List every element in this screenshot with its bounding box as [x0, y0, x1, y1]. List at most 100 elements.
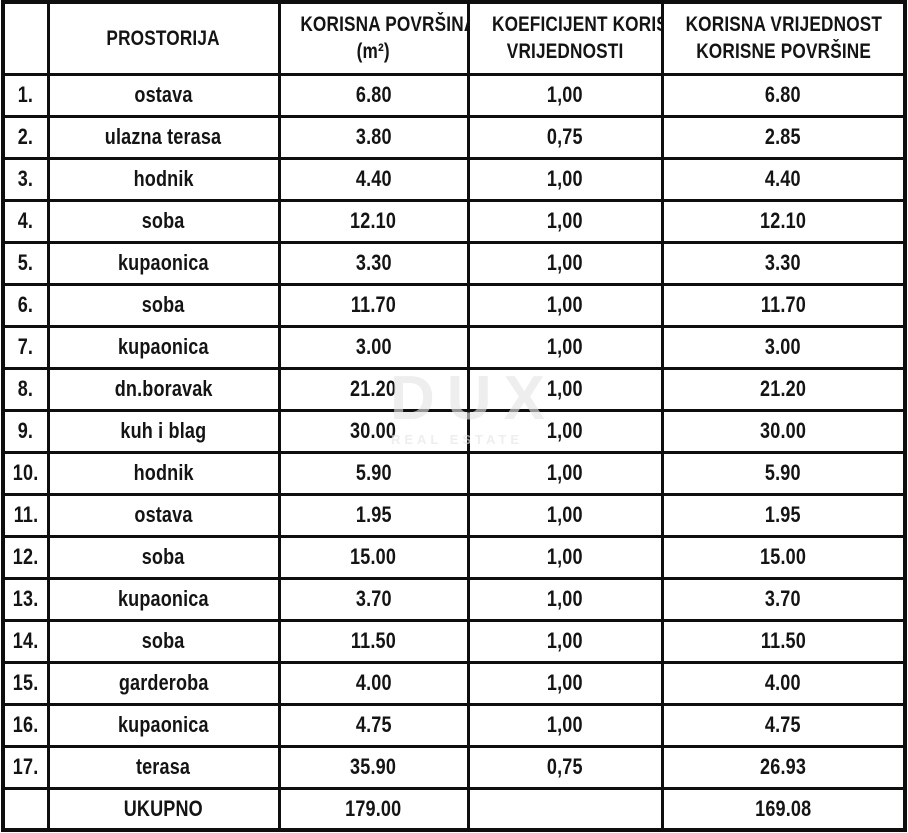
- header-col-room: PROSTORIJA: [46, 0, 281, 76]
- coefficient-value: 1,00: [466, 534, 664, 580]
- coefficient-value: 1,00: [466, 702, 664, 748]
- coefficient-value: 1,00: [466, 660, 664, 706]
- coefficient-value: 1,00: [466, 618, 664, 664]
- room-name: dn.boravak: [46, 366, 281, 412]
- coefficient-value: 1,00: [466, 492, 664, 538]
- usable-value: 4.75: [660, 702, 907, 748]
- row-number: 12.: [1, 534, 50, 580]
- usable-value: 12.10: [660, 198, 907, 244]
- usable-value: 3.30: [660, 240, 907, 286]
- room-name: soba: [46, 618, 281, 664]
- room-name: soba: [46, 198, 281, 244]
- usable-value: 30.00: [660, 408, 907, 454]
- area-value: 11.50: [277, 618, 470, 664]
- coefficient-value: 0,75: [466, 744, 664, 790]
- coefficient-value: 1,00: [466, 282, 664, 328]
- header-col-coefficient: KOEFICIJENT KORISNEVRIJEDNOSTI: [466, 0, 664, 76]
- coefficient-value: 0,75: [466, 114, 664, 160]
- row-number: 4.: [1, 198, 50, 244]
- room-name: ostava: [46, 72, 281, 118]
- coefficient-value: 1,00: [466, 156, 664, 202]
- table-row: 7. kupaonica 3.00 1,00 3.00: [1, 324, 907, 370]
- room-name: kupaonica: [46, 702, 281, 748]
- table-row: 14. soba 11.50 1,00 11.50: [1, 618, 907, 664]
- table-row: 1. ostava 6.80 1,00 6.80: [1, 72, 907, 118]
- coefficient-value: 1,00: [466, 72, 664, 118]
- area-value: 3.30: [277, 240, 470, 286]
- coefficient-value: 1,00: [466, 576, 664, 622]
- room-name: ulazna terasa: [46, 114, 281, 160]
- usable-value: 11.70: [660, 282, 907, 328]
- area-value: 3.70: [277, 576, 470, 622]
- row-number: [1, 786, 50, 832]
- area-value: 4.75: [277, 702, 470, 748]
- row-number: 9.: [1, 408, 50, 454]
- row-number: 7.: [1, 324, 50, 370]
- row-number: 5.: [1, 240, 50, 286]
- area-value: 30.00: [277, 408, 470, 454]
- room-name: garderoba: [46, 660, 281, 706]
- usable-value: 26.93: [660, 744, 907, 790]
- usable-value: 15.00: [660, 534, 907, 580]
- room-name: kuh i blag: [46, 408, 281, 454]
- room-name: kupaonica: [46, 576, 281, 622]
- coefficient-value: 1,00: [466, 408, 664, 454]
- room-name: terasa: [46, 744, 281, 790]
- row-number: 6.: [1, 282, 50, 328]
- area-value: 4.40: [277, 156, 470, 202]
- total-usable-value: 169.08: [660, 786, 907, 832]
- area-value: 5.90: [277, 450, 470, 496]
- table-row: 17. terasa 35.90 0,75 26.93: [1, 744, 907, 790]
- table-row: 2. ulazna terasa 3.80 0,75 2.85: [1, 114, 907, 160]
- row-number: 11.: [1, 492, 50, 538]
- row-number: 8.: [1, 366, 50, 412]
- room-name: hodnik: [46, 156, 281, 202]
- room-name: soba: [46, 282, 281, 328]
- area-value: 1.95: [277, 492, 470, 538]
- room-name: kupaonica: [46, 240, 281, 286]
- usable-value: 3.70: [660, 576, 907, 622]
- header-row: PROSTORIJA KORISNA POVRŠINA (m²) KOEFICIJ…: [1, 0, 907, 76]
- area-value: 15.00: [277, 534, 470, 580]
- area-value: 4.00: [277, 660, 470, 706]
- area-value: 12.10: [277, 198, 470, 244]
- table-row: 8. dn.boravak 21.20 1,00 21.20: [1, 366, 907, 412]
- row-number: 2.: [1, 114, 50, 160]
- header-col-number: [1, 0, 50, 76]
- room-name: hodnik: [46, 450, 281, 496]
- total-row: UKUPNO 179.00 169.08: [1, 786, 907, 832]
- row-number: 1.: [1, 72, 50, 118]
- coefficient-value: 1,00: [466, 240, 664, 286]
- area-value: 3.80: [277, 114, 470, 160]
- total-label: UKUPNO: [46, 786, 281, 832]
- usable-value: 3.00: [660, 324, 907, 370]
- row-number: 14.: [1, 618, 50, 664]
- table-row: 6. soba 11.70 1,00 11.70: [1, 282, 907, 328]
- usable-value: 4.40: [660, 156, 907, 202]
- area-value: 21.20: [277, 366, 470, 412]
- area-value: 11.70: [277, 282, 470, 328]
- usable-value: 11.50: [660, 618, 907, 664]
- table-row: 11. ostava 1.95 1,00 1.95: [1, 492, 907, 538]
- usable-value: 5.90: [660, 450, 907, 496]
- area-value: 35.90: [277, 744, 470, 790]
- coefficient-value: 1,00: [466, 450, 664, 496]
- row-number: 17.: [1, 744, 50, 790]
- total-coefficient-value: [466, 786, 664, 832]
- table-row: 13. kupaonica 3.70 1,00 3.70: [1, 576, 907, 622]
- usable-value: 21.20: [660, 366, 907, 412]
- table-row: 10. hodnik 5.90 1,00 5.90: [1, 450, 907, 496]
- table-row: 12. soba 15.00 1,00 15.00: [1, 534, 907, 580]
- row-number: 10.: [1, 450, 50, 496]
- usable-value: 6.80: [660, 72, 907, 118]
- room-name: kupaonica: [46, 324, 281, 370]
- coefficient-value: 1,00: [466, 198, 664, 244]
- table-row: 16. kupaonica 4.75 1,00 4.75: [1, 702, 907, 748]
- room-name: ostava: [46, 492, 281, 538]
- table-row: 4. soba 12.10 1,00 12.10: [1, 198, 907, 244]
- coefficient-value: 1,00: [466, 324, 664, 370]
- table-row: 15. garderoba 4.00 1,00 4.00: [1, 660, 907, 706]
- row-number: 16.: [1, 702, 50, 748]
